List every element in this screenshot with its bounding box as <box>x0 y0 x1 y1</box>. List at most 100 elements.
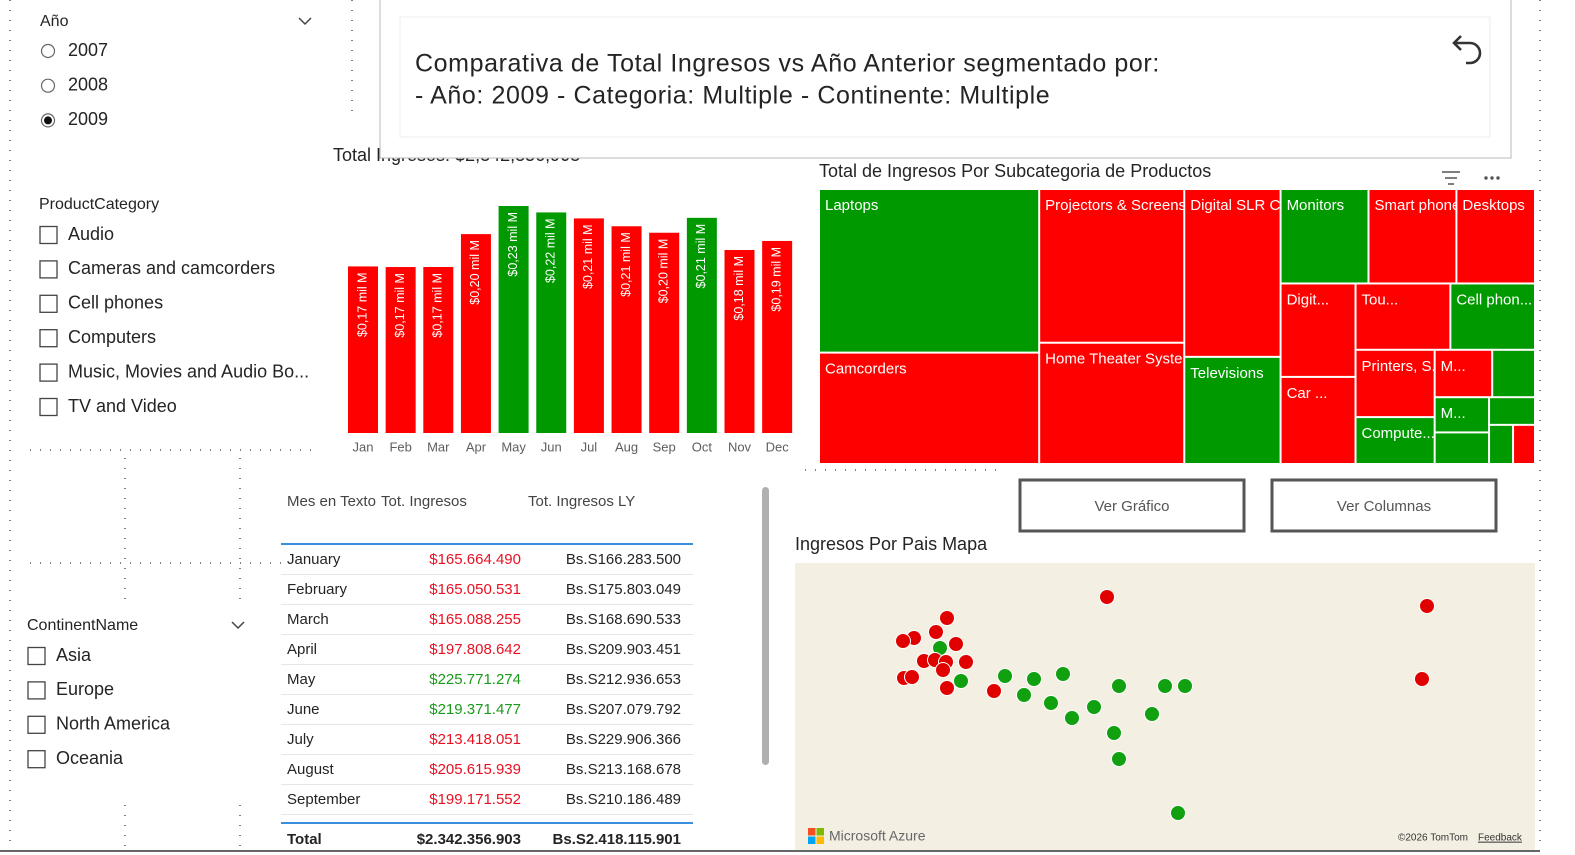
map-point[interactable] <box>1419 598 1435 614</box>
checkbox[interactable] <box>27 646 46 666</box>
bar[interactable] <box>649 232 680 433</box>
radio[interactable] <box>40 78 56 93</box>
treemap-tile[interactable] <box>820 190 1039 352</box>
map-point[interactable] <box>958 654 974 670</box>
treemap-tile[interactable] <box>1490 425 1513 463</box>
treemap-tile[interactable] <box>1435 433 1489 463</box>
map-point[interactable] <box>997 668 1013 684</box>
treemap-tile[interactable] <box>1369 190 1456 283</box>
slicer-option[interactable]: Oceania <box>56 748 124 768</box>
treemap-tile[interactable] <box>1356 350 1434 417</box>
bar[interactable] <box>385 267 416 433</box>
map-point[interactable] <box>1106 725 1122 741</box>
bar[interactable] <box>460 234 491 433</box>
bar[interactable] <box>423 267 454 433</box>
treemap-tile[interactable] <box>1490 398 1534 424</box>
undo-icon[interactable] <box>1452 35 1482 65</box>
treemap-tile[interactable] <box>1185 357 1280 463</box>
slicer-option[interactable]: Cameras and camcorders <box>68 258 275 278</box>
map-point[interactable] <box>895 633 911 649</box>
map-point[interactable] <box>1064 710 1080 726</box>
map-point[interactable] <box>986 683 1002 699</box>
checkbox[interactable] <box>27 681 46 700</box>
treemap-tile[interactable] <box>1281 284 1355 376</box>
bar[interactable] <box>348 266 378 433</box>
map-point[interactable] <box>904 669 920 685</box>
map-point[interactable] <box>935 662 951 678</box>
checkbox[interactable] <box>39 363 58 382</box>
treemap-tile[interactable] <box>1457 190 1534 283</box>
treemap-tile[interactable] <box>1435 398 1489 432</box>
slicer-option[interactable]: 2008 <box>68 74 108 94</box>
button-label[interactable]: Ver Columnas <box>1337 498 1431 515</box>
map-point[interactable] <box>939 680 955 696</box>
dropdown-chevron[interactable] <box>231 621 245 630</box>
map-point[interactable] <box>1086 699 1102 715</box>
slicer-option[interactable]: Audio <box>68 224 114 244</box>
map-point[interactable] <box>1111 751 1127 767</box>
checkbox[interactable] <box>27 715 46 734</box>
map-point[interactable] <box>1170 805 1186 821</box>
scrollbar[interactable] <box>762 487 769 765</box>
bar[interactable] <box>762 240 793 433</box>
bar[interactable] <box>686 217 717 433</box>
slicer-option[interactable]: North America <box>56 714 171 734</box>
map-point[interactable] <box>1144 706 1160 722</box>
column-header[interactable]: Tot. Ingresos LY <box>528 493 636 510</box>
checkbox[interactable] <box>39 397 58 417</box>
map-point[interactable] <box>928 624 944 640</box>
map-point[interactable] <box>1414 671 1430 687</box>
map-point[interactable] <box>953 673 969 689</box>
map-point[interactable] <box>948 636 964 652</box>
map-point[interactable] <box>1157 678 1173 694</box>
treemap-tile[interactable] <box>1185 190 1280 356</box>
treemap-tile[interactable] <box>1040 190 1184 342</box>
treemap-tile[interactable] <box>1281 377 1355 463</box>
button-label[interactable]: Ver Gráfico <box>1094 498 1169 515</box>
checkbox[interactable] <box>39 225 58 245</box>
dropdown-chevron[interactable] <box>298 17 312 26</box>
slicer-option[interactable]: Europe <box>56 679 114 699</box>
checkbox[interactable] <box>39 294 58 313</box>
slicer-option[interactable]: 2007 <box>68 40 108 60</box>
slicer-option[interactable]: Asia <box>56 645 92 665</box>
column-header[interactable]: Tot. Ingresos <box>381 493 467 510</box>
checkbox[interactable] <box>27 750 46 769</box>
map-point[interactable] <box>1055 666 1071 682</box>
filter-icon[interactable] <box>1442 171 1460 185</box>
map-point[interactable] <box>1043 695 1059 711</box>
button[interactable] <box>1018 478 1246 533</box>
bar[interactable] <box>611 226 642 433</box>
map-point[interactable] <box>1016 687 1032 703</box>
slicer-option[interactable]: TV and Video <box>68 396 177 416</box>
slicer-option[interactable]: Computers <box>68 327 156 347</box>
button[interactable] <box>1270 478 1498 533</box>
map-point[interactable] <box>1099 589 1115 605</box>
treemap-tile[interactable] <box>1514 425 1534 463</box>
slicer-option[interactable]: 2009 <box>68 109 108 129</box>
map-feedback[interactable]: Feedback <box>1478 833 1523 844</box>
treemap-tile[interactable] <box>1493 350 1534 397</box>
treemap-tile[interactable] <box>1356 418 1434 463</box>
map-point[interactable] <box>1026 671 1042 687</box>
bar[interactable] <box>573 218 604 433</box>
more-icon[interactable] <box>1484 176 1500 180</box>
slicer-option[interactable]: Cell phones <box>68 293 163 313</box>
treemap-tile[interactable] <box>1435 350 1492 397</box>
checkbox[interactable] <box>39 260 58 279</box>
treemap-tile[interactable] <box>1040 343 1184 463</box>
map-point[interactable] <box>1177 678 1193 694</box>
bar[interactable] <box>498 206 529 433</box>
treemap-tile[interactable] <box>1451 284 1534 349</box>
treemap-tile[interactable] <box>1281 190 1368 283</box>
column-header[interactable]: Mes en Texto <box>287 493 376 510</box>
treemap-tile[interactable] <box>1356 284 1450 349</box>
bar[interactable] <box>536 212 567 433</box>
bar[interactable] <box>724 250 755 433</box>
treemap-tile[interactable] <box>820 353 1039 463</box>
radio[interactable] <box>40 43 56 59</box>
map-point[interactable] <box>1111 678 1127 694</box>
map-point[interactable] <box>939 610 955 626</box>
checkbox[interactable] <box>39 329 58 348</box>
slicer-option[interactable]: Music, Movies and Audio Bo... <box>68 361 309 381</box>
